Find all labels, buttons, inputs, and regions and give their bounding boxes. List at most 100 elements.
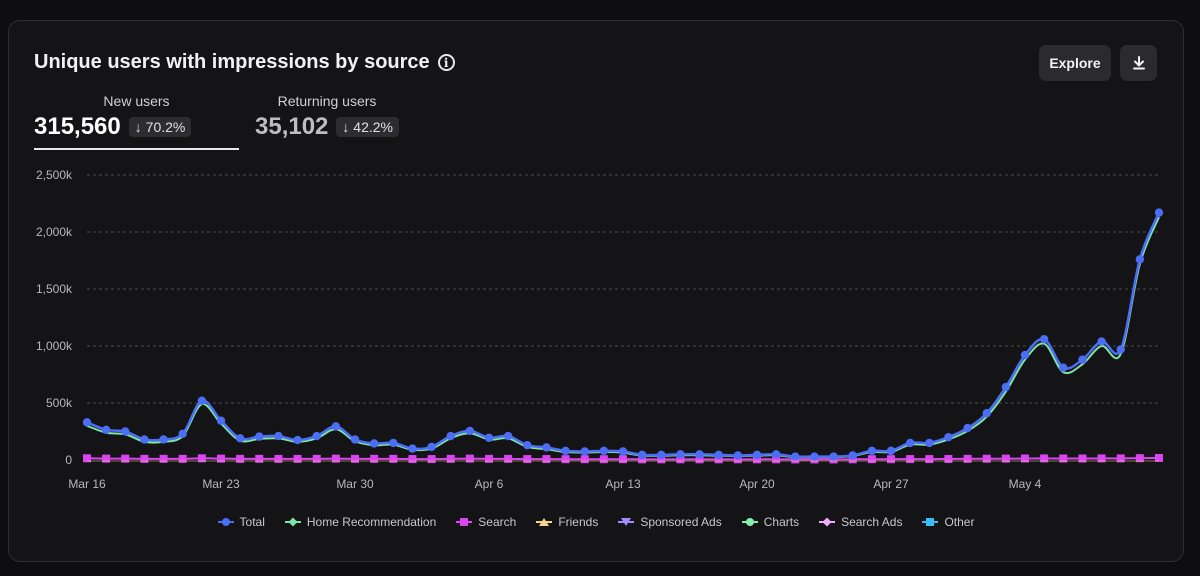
- legend-item-search-ads[interactable]: Search Ads: [819, 515, 902, 529]
- data-point-search: [255, 454, 264, 463]
- data-point-search: [178, 454, 187, 463]
- download-button[interactable]: [1120, 45, 1157, 81]
- data-point-total: [542, 443, 551, 452]
- change-value: 70.2%: [145, 119, 186, 135]
- data-point-search: [676, 455, 685, 464]
- data-point-search: [312, 454, 321, 463]
- x-tick-label: Mar 23: [202, 477, 240, 491]
- data-point-total: [216, 416, 226, 425]
- change-badge: ↓ 42.2%: [336, 117, 399, 137]
- data-point-total: [1097, 337, 1106, 346]
- data-point-total: [293, 435, 302, 445]
- legend-swatch: [922, 517, 939, 527]
- data-point-total: [446, 431, 455, 441]
- download-icon: [1132, 56, 1145, 70]
- y-tick-label: 2,500k: [36, 168, 73, 182]
- data-point-total: [1154, 208, 1164, 217]
- data-point-search: [465, 454, 474, 463]
- series-line-home-recommendation: [86, 216, 1160, 459]
- data-point-total: [350, 435, 360, 444]
- x-tick-label: Apr 20: [739, 477, 775, 491]
- data-point-total: [389, 438, 398, 448]
- active-tab-indicator: [34, 148, 239, 150]
- data-point-total: [1020, 350, 1030, 360]
- line-chart: 0 500k 1,000k 1,500k 2,000k 2,500k Mar 16 Mar 2…: [36, 168, 1164, 491]
- x-tick-label: Apr 13: [605, 477, 641, 491]
- data-point-total: [312, 431, 321, 441]
- data-point-search: [561, 455, 570, 464]
- info-icon[interactable]: i: [437, 54, 455, 71]
- legend-item-charts[interactable]: Charts: [741, 515, 800, 529]
- legend-item-other[interactable]: Other: [922, 515, 974, 529]
- x-tick-label: Mar 16: [68, 477, 106, 491]
- data-point-search: [867, 455, 876, 464]
- metric-returning-users[interactable]: Returning users 35,102 ↓ 42.2%: [255, 93, 399, 141]
- data-point-search: [504, 454, 513, 463]
- data-point-total: [1059, 363, 1068, 372]
- data-point-search: [1135, 454, 1144, 463]
- data-point-total: [1078, 355, 1087, 364]
- legend-item-total[interactable]: Total: [217, 515, 265, 529]
- data-point-search: [1059, 454, 1068, 463]
- data-point-search: [274, 454, 283, 463]
- data-point-search: [408, 455, 417, 464]
- legend-swatch: [618, 517, 635, 527]
- data-point-total: [905, 438, 915, 448]
- data-point-search: [619, 455, 627, 464]
- x-tick-label: May 4: [1009, 477, 1042, 491]
- data-point-total: [484, 433, 494, 442]
- data-point-total: [886, 446, 896, 456]
- data-point-search: [714, 455, 723, 464]
- explore-button[interactable]: Explore: [1039, 45, 1111, 81]
- change-value: 42.2%: [353, 119, 393, 135]
- data-point-search: [1040, 454, 1049, 463]
- data-point-total: [140, 435, 149, 444]
- legend-label: Charts: [763, 515, 800, 529]
- data-point-total: [1001, 382, 1011, 392]
- legend-swatch: [217, 517, 234, 527]
- data-point-total: [618, 447, 628, 456]
- data-point-total: [599, 446, 609, 456]
- data-point-total: [408, 444, 417, 453]
- data-point-search: [695, 455, 704, 464]
- x-tick-label: Apr 6: [475, 477, 504, 491]
- data-point-search: [906, 455, 915, 464]
- data-point-search: [925, 455, 934, 464]
- data-point-total: [561, 446, 570, 456]
- y-tick-label: 2,000k: [36, 225, 73, 239]
- x-tick-label: Apr 27: [873, 477, 909, 491]
- arrow-down-icon: ↓: [134, 119, 146, 135]
- metric-label: New users: [103, 93, 170, 109]
- data-point-search: [331, 454, 340, 463]
- data-point-search: [580, 455, 589, 464]
- data-point-search: [83, 454, 91, 463]
- data-point-search: [944, 454, 953, 463]
- legend-item-friends[interactable]: Friends: [536, 515, 598, 529]
- legend-item-sponsored-ads[interactable]: Sponsored Ads: [618, 515, 722, 529]
- metric-new-users[interactable]: New users 315,560 ↓ 70.2%: [34, 93, 239, 141]
- data-point-total: [427, 442, 436, 452]
- data-point-total: [944, 433, 953, 442]
- data-point-search: [1097, 454, 1106, 463]
- data-point-search: [542, 455, 551, 464]
- data-point-search: [293, 454, 302, 463]
- legend-item-home-recommendation[interactable]: Home Recommendation: [284, 515, 436, 529]
- data-point-total: [829, 452, 838, 461]
- y-tick-label: 0: [65, 453, 72, 467]
- y-tick-label: 1,000k: [36, 339, 73, 353]
- chart-title: Unique users with impressions by source: [34, 51, 430, 73]
- series-line-total: [86, 212, 1161, 458]
- data-point-total: [465, 426, 475, 436]
- legend-item-search[interactable]: Search: [456, 515, 516, 529]
- data-point-total: [369, 439, 379, 448]
- data-point-total: [714, 450, 723, 460]
- change-badge: ↓ 70.2%: [128, 117, 192, 137]
- data-point-total: [1039, 334, 1049, 344]
- data-point-search: [599, 455, 608, 464]
- legend-swatch: [819, 517, 836, 527]
- data-point-search: [485, 454, 493, 463]
- data-point-total: [159, 435, 168, 444]
- data-point-search: [389, 454, 398, 463]
- legend-label: Search Ads: [841, 515, 903, 529]
- data-point-total: [676, 450, 685, 459]
